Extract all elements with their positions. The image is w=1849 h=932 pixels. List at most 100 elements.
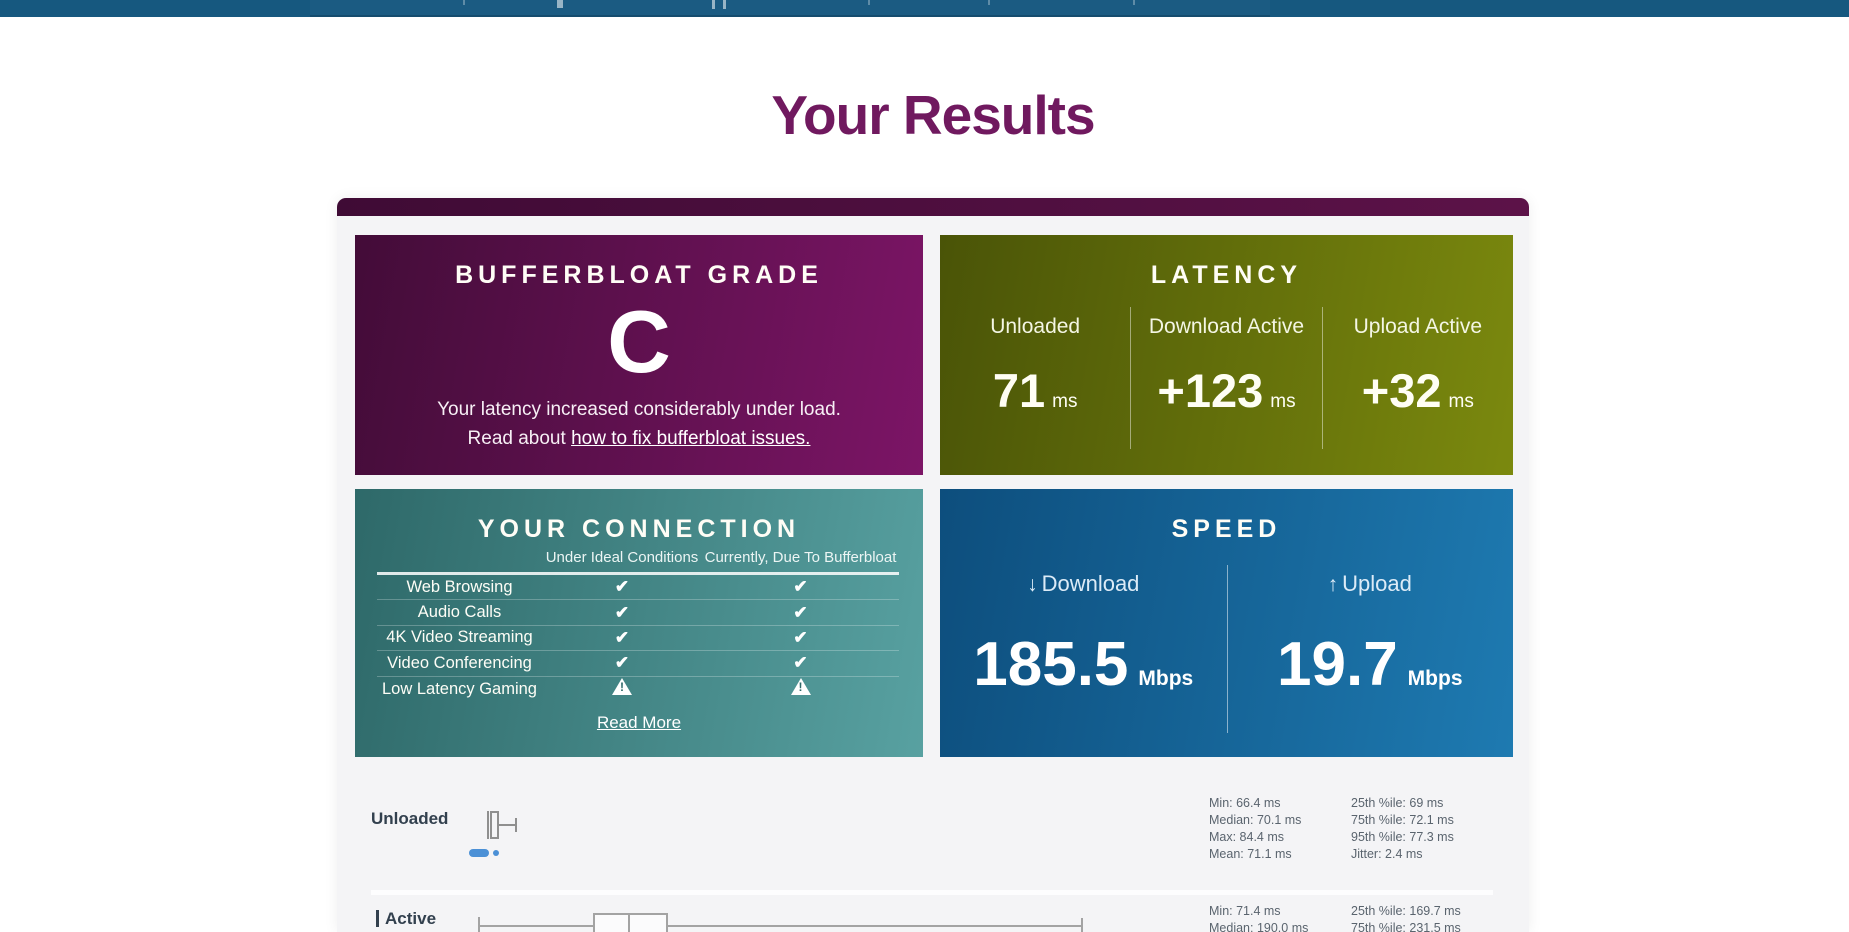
latency-card-title: LATENCY: [1150, 261, 1303, 289]
speed-column-label: ↓ Download: [940, 571, 1227, 597]
bufferbloat-grade-value: C: [607, 292, 671, 391]
connection-card: YOUR CONNECTION Under Ideal Conditions C…: [355, 489, 923, 757]
stat-line: Mean: 71.1 ms: [1209, 847, 1292, 861]
nav-text-remnant: [988, 0, 990, 5]
connection-cell: ✔: [702, 628, 899, 648]
speed-value-number: 19.7: [1277, 630, 1398, 699]
stat-line: Median: 70.1 ms: [1209, 813, 1302, 827]
panel-top-bar: [337, 198, 1529, 216]
grade-read-about: Read about how to fix bufferbloat issues…: [355, 428, 923, 450]
speed-card: SPEED ↓ Download 185.5 Mbps ↑ Upload 19.7 Mbps: [940, 489, 1513, 757]
latency-value-number: 71: [992, 364, 1046, 417]
warning-icon: !: [790, 678, 811, 696]
nav-text-remnant: [712, 0, 715, 9]
header-divider: [377, 572, 899, 575]
active-row-label: Active: [385, 909, 437, 928]
connection-cell: ✔: [542, 577, 702, 597]
active-stats-right: 25th %ile: 169.7 ms 75th %ile: 231.5 ms: [1351, 903, 1461, 932]
speed-label-text: Download: [1041, 571, 1140, 596]
speed-value-unit: Mbps: [1407, 667, 1463, 690]
latency-card: LATENCY Unloaded 71 ms Download Active +123 m…: [940, 235, 1513, 475]
section-divider: [371, 890, 1493, 895]
grade-card-title: BUFFERBLOAT GRADE: [455, 261, 823, 289]
connection-card-title: YOUR CONNECTION: [477, 515, 801, 543]
stat-line: 75th %ile: 72.1 ms: [1351, 813, 1454, 827]
latency-value-unit: ms: [1052, 391, 1078, 412]
speed-card-title: SPEED: [1171, 515, 1282, 543]
service-label: Audio Calls: [417, 603, 502, 622]
latency-column-value: +123 ms: [1131, 363, 1321, 418]
connection-table: Web Browsing ✔ ✔ Audio Calls ✔ ✔ 4K Video Stre…: [377, 575, 899, 702]
speed-value-unit: Mbps: [1138, 667, 1194, 690]
nav-text-remnant: [868, 0, 870, 5]
table-row: Video Conferencing ✔ ✔: [377, 651, 899, 677]
stat-line: Min: 66.4 ms: [1209, 796, 1281, 810]
read-more-link[interactable]: Read More: [596, 713, 682, 732]
table-row: Web Browsing ✔ ✔: [377, 575, 899, 601]
speed-column-label: ↑ Upload: [1227, 571, 1514, 597]
check-icon: ✔: [614, 627, 630, 647]
latency-value-unit: ms: [1270, 391, 1296, 412]
speed-value-number: 185.5: [973, 630, 1129, 699]
latency-column-unloaded: Unloaded 71 ms: [940, 307, 1130, 449]
service-label: Web Browsing: [406, 577, 513, 596]
connection-cell: ✔: [542, 628, 702, 648]
table-row: Low Latency Gaming!!: [377, 677, 899, 702]
check-icon: ✔: [614, 653, 630, 673]
connection-cell: ✔: [542, 603, 702, 623]
unloaded-row-label: Unloaded: [371, 809, 449, 828]
page-title: Your Results: [771, 84, 1095, 146]
col-header-current: Currently, Due To Bufferbloat: [704, 549, 897, 566]
stat-line: Median: 190.0 ms: [1209, 921, 1309, 932]
col-header-ideal: Under Ideal Conditions: [545, 549, 699, 566]
nav-text-remnant: [463, 0, 465, 5]
nav-text-remnant: [1133, 0, 1135, 5]
connection-cell: ✔: [702, 603, 899, 623]
connection-column-headers: Under Ideal Conditions Currently, Due To…: [377, 549, 899, 566]
latency-column-label: Download Active: [1148, 315, 1305, 338]
latency-value-number: +32: [1361, 364, 1442, 417]
speed-column-download: ↓ Download 185.5 Mbps: [940, 561, 1227, 737]
latency-column-label: Unloaded: [990, 315, 1081, 338]
nav-text-remnant: [723, 0, 726, 9]
table-row: Audio Calls ✔ ✔: [377, 600, 899, 626]
connection-cell: ✔: [702, 653, 899, 673]
check-icon: ✔: [793, 602, 808, 622]
speed-value: 185.5 Mbps: [940, 629, 1227, 700]
latency-column-download-active: Download Active +123 ms: [1130, 307, 1321, 449]
warning-mark: !: [798, 680, 803, 695]
speed-divider: [1226, 565, 1228, 733]
fix-bufferbloat-link[interactable]: how to fix bufferbloat issues.: [571, 428, 811, 449]
check-icon: ✔: [793, 653, 808, 673]
latency-columns: Unloaded 71 ms Download Active +123 ms Upload …: [940, 307, 1513, 449]
check-icon: ✔: [793, 577, 808, 597]
latency-value-unit: ms: [1448, 391, 1474, 412]
stat-line: 75th %ile: 231.5 ms: [1351, 921, 1461, 932]
stat-line: Max: 84.4 ms: [1209, 830, 1285, 844]
up-arrow-icon: ↑: [1327, 573, 1339, 596]
speed-label-text: Upload: [1342, 571, 1412, 596]
results-panel: BUFFERBLOAT GRADE C Your latency increas…: [337, 198, 1529, 932]
unloaded-stats-right: 25th %ile: 69 ms 75th %ile: 72.1 ms 95th %…: [1351, 795, 1454, 863]
table-row: 4K Video Streaming ✔ ✔: [377, 626, 899, 652]
connection-cell: !: [542, 678, 702, 700]
top-nav[interactable]: [0, 0, 1849, 17]
speed-value: 19.7 Mbps: [1227, 629, 1514, 700]
stat-line: 25th %ile: 69 ms: [1351, 796, 1444, 810]
warning-mark: !: [620, 680, 624, 695]
grade-message: Your latency increased considerably unde…: [437, 399, 841, 420]
speed-column-upload: ↑ Upload 19.7 Mbps: [1227, 561, 1514, 737]
service-label: Low Latency Gaming: [381, 679, 537, 698]
bufferbloat-grade-card: BUFFERBLOAT GRADE C Your latency increas…: [355, 235, 923, 475]
check-icon: ✔: [793, 627, 808, 647]
nav-center-section: [310, 0, 1270, 17]
service-label: 4K Video Streaming: [386, 628, 533, 647]
active-stats-left: Min: 71.4 ms Median: 190.0 ms: [1209, 903, 1308, 932]
stat-line: 95th %ile: 77.3 ms: [1351, 830, 1454, 844]
read-about-text: Read about: [467, 428, 572, 449]
down-arrow-icon: ↓: [1027, 573, 1038, 596]
stat-line: 25th %ile: 169.7 ms: [1351, 904, 1461, 918]
latency-value-number: +123: [1157, 364, 1264, 417]
speed-columns: ↓ Download 185.5 Mbps ↑ Upload 19.7 Mbps: [940, 561, 1513, 737]
